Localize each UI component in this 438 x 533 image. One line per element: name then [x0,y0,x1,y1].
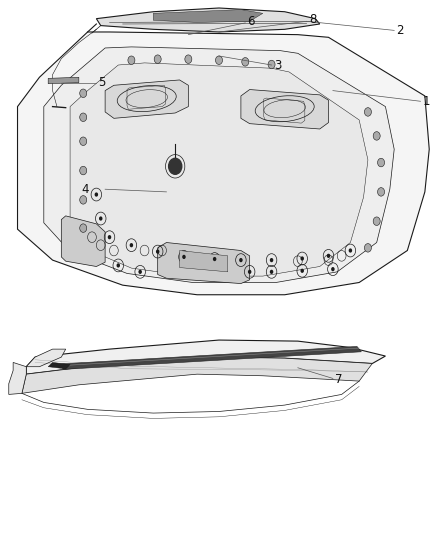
Polygon shape [48,362,70,369]
Text: 7: 7 [335,373,343,386]
Circle shape [300,256,304,261]
Circle shape [80,224,87,232]
Circle shape [154,55,161,63]
Circle shape [80,113,87,122]
Polygon shape [59,346,361,369]
Polygon shape [96,8,320,32]
Circle shape [364,244,371,252]
Circle shape [268,60,275,69]
Circle shape [80,137,87,146]
Circle shape [349,248,352,253]
Text: 1: 1 [423,95,430,108]
Circle shape [270,270,273,274]
Circle shape [378,188,385,196]
Polygon shape [44,47,394,282]
Circle shape [128,56,135,64]
Circle shape [300,269,304,273]
Circle shape [331,267,335,271]
Text: 6: 6 [247,15,255,28]
Circle shape [80,196,87,204]
Circle shape [99,216,102,221]
Circle shape [242,58,249,66]
Circle shape [364,108,371,116]
Text: 4: 4 [81,183,88,196]
Circle shape [95,192,98,197]
Polygon shape [9,362,26,394]
Text: 5: 5 [99,76,106,89]
Polygon shape [153,10,263,22]
Polygon shape [48,77,79,84]
Circle shape [270,258,273,262]
Polygon shape [158,243,250,284]
Circle shape [80,166,87,175]
Circle shape [215,56,223,64]
Polygon shape [26,340,385,374]
Circle shape [156,249,159,254]
Circle shape [80,89,87,98]
Polygon shape [241,90,328,129]
Circle shape [138,270,142,274]
Circle shape [108,235,111,239]
Text: 8: 8 [309,13,316,26]
Text: 3: 3 [274,59,281,71]
Circle shape [327,254,330,258]
Text: 2: 2 [396,24,404,37]
Circle shape [182,255,186,259]
Polygon shape [61,216,105,266]
Circle shape [248,270,251,274]
Polygon shape [26,349,66,367]
Circle shape [213,257,216,261]
Circle shape [169,158,182,174]
Circle shape [117,263,120,268]
Polygon shape [105,80,188,118]
Circle shape [373,217,380,225]
Circle shape [130,243,133,247]
Circle shape [378,158,385,167]
Polygon shape [180,251,228,272]
Polygon shape [22,357,372,393]
Circle shape [239,258,243,262]
Polygon shape [70,63,368,276]
Circle shape [185,55,192,63]
Polygon shape [18,32,429,295]
Circle shape [373,132,380,140]
